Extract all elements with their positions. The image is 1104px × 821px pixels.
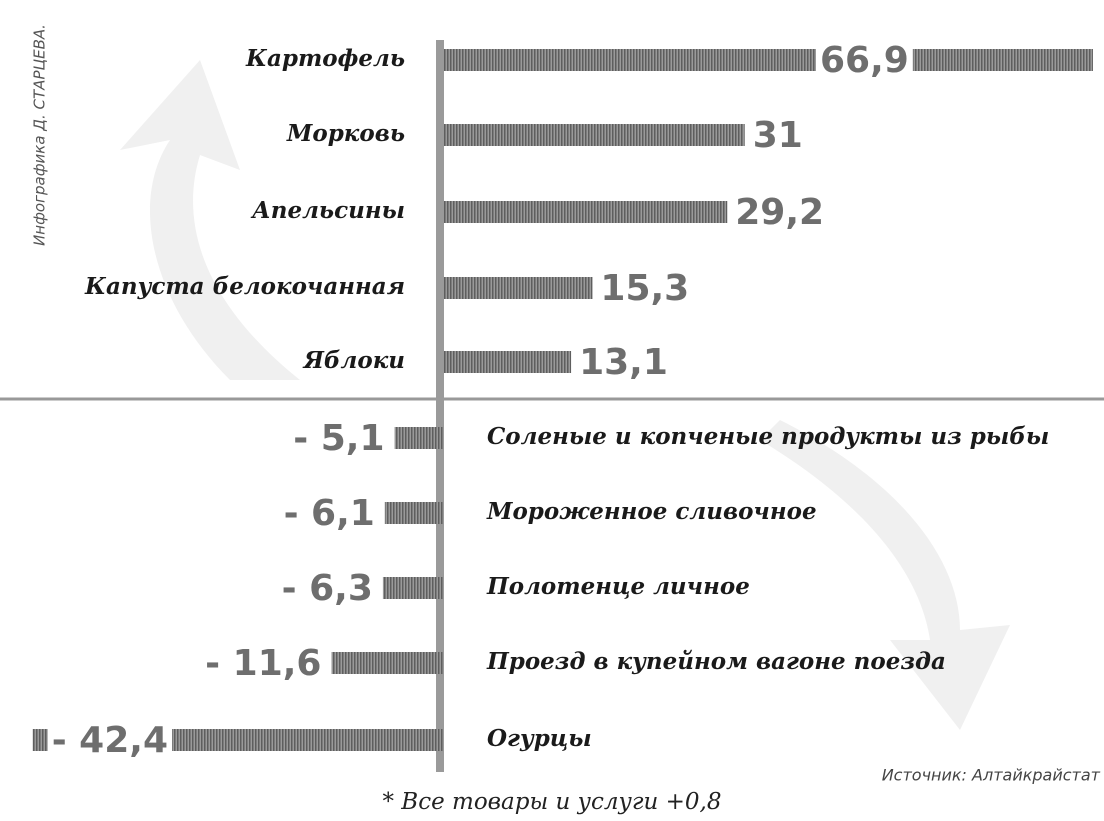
category-label: Полотенце личное	[486, 573, 750, 600]
decor-arrow-down	[760, 420, 1010, 730]
category-label: Проезд в купейном вагоне поезда	[486, 648, 946, 675]
bar	[444, 201, 727, 223]
bar	[331, 652, 444, 674]
value-label: - 5,1	[293, 418, 384, 459]
bar	[444, 277, 592, 299]
bar	[385, 502, 444, 524]
bar	[444, 351, 571, 373]
value-label: 31	[753, 115, 803, 156]
value-label: 66,9	[820, 40, 909, 81]
value-label: - 42,4	[52, 720, 168, 761]
category-label: Капуста белокочанная	[84, 273, 405, 300]
value-label: - 6,3	[282, 568, 373, 609]
value-label: - 6,1	[284, 493, 375, 534]
source: Источник: Алтайкрайстат	[882, 766, 1101, 785]
chart: Инфографика Д. СТАРЦЕВА. Источник: Алтай…	[0, 0, 1104, 821]
category-label: Мороженное сливочное	[486, 498, 817, 525]
bar	[395, 427, 444, 449]
bar	[444, 49, 1093, 71]
value-label: - 11,6	[205, 643, 321, 684]
category-label: Соленые и копченые продукты из рыбы	[487, 423, 1049, 450]
value-label: 29,2	[735, 192, 824, 233]
category-label: Морковь	[286, 120, 405, 147]
footnote: * Все товары и услуги +0,8	[383, 789, 722, 815]
category-label: Картофель	[245, 45, 405, 72]
value-label: 13,1	[579, 342, 668, 383]
category-label: Апельсины	[250, 197, 405, 224]
bar	[383, 577, 444, 599]
bar	[444, 124, 745, 146]
category-label: Огурцы	[487, 725, 592, 752]
value-label: 15,3	[600, 268, 689, 309]
category-label: Яблоки	[302, 347, 405, 374]
credit: Инфографика Д. СТАРЦЕВА.	[31, 24, 49, 246]
